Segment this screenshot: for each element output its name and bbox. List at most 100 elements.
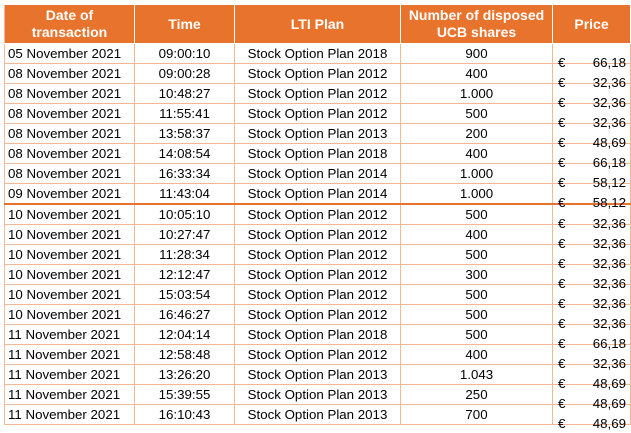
lti-plan-cell: Stock Option Plan 2012	[234, 264, 401, 285]
date-cell: 10 November 2021	[4, 304, 135, 325]
table-row: 08 November 2021 09:00:28 Stock Option Pla…	[4, 63, 631, 90]
currency-symbol: €	[558, 114, 566, 130]
date-cell: 11 November 2021	[4, 364, 135, 385]
price-cell: €32,36	[552, 264, 631, 291]
table-row: 11 November 2021 16:10:43 Stock Option Pla…	[4, 404, 631, 431]
shares-cell: 1.043	[400, 364, 553, 385]
table-row: 10 November 2021 10:05:10 Stock Option Pla…	[4, 203, 631, 231]
time-cell: 12:58:48	[134, 344, 235, 365]
currency-symbol: €	[558, 134, 566, 150]
price-cell: €32,36	[552, 203, 631, 231]
lti-plan-cell: Stock Option Plan 2012	[234, 203, 401, 225]
date-cell: 11 November 2021	[4, 384, 135, 405]
price-cell: €32,36	[552, 83, 631, 110]
lti-plan-cell: Stock Option Plan 2013	[234, 384, 401, 405]
currency-symbol: €	[558, 194, 566, 210]
currency-symbol: €	[558, 54, 566, 70]
table-row: 10 November 2021 11:28:34 Stock Option Pla…	[4, 244, 631, 271]
time-cell: 12:04:14	[134, 324, 235, 345]
currency-symbol: €	[558, 375, 566, 391]
price-cell: €32,36	[552, 63, 631, 90]
time-cell: 11:55:41	[134, 103, 235, 124]
table-header-row: Date of transaction Time LTI Plan Number…	[4, 4, 631, 44]
price-cell: €32,36	[552, 103, 631, 130]
lti-plan-cell: Stock Option Plan 2018	[234, 143, 401, 164]
time-cell: 16:46:27	[134, 304, 235, 325]
table-row: 09 November 2021 11:43:04 Stock Option Pla…	[4, 183, 631, 210]
date-cell: 10 November 2021	[4, 284, 135, 305]
lti-plan-cell: Stock Option Plan 2012	[234, 224, 401, 245]
date-cell: 10 November 2021	[4, 224, 135, 245]
time-cell: 13:26:20	[134, 364, 235, 385]
price-cell: €32,36	[552, 284, 631, 311]
date-cell: 10 November 2021	[4, 264, 135, 285]
time-cell: 09:00:28	[134, 63, 235, 84]
lti-plan-cell: Stock Option Plan 2012	[234, 244, 401, 265]
lti-plan-cell: Stock Option Plan 2018	[234, 43, 401, 64]
time-cell: 14:08:54	[134, 143, 235, 164]
header-shares: Number of disposed UCB shares	[400, 4, 553, 44]
price-cell: €58,12	[552, 163, 631, 190]
lti-plan-cell: Stock Option Plan 2012	[234, 63, 401, 84]
table-row: 11 November 2021 12:58:48 Stock Option Pla…	[4, 344, 631, 371]
shares-cell: 500	[400, 284, 553, 305]
transactions-table: Date of transaction Time LTI Plan Number…	[4, 4, 631, 431]
lti-plan-cell: Stock Option Plan 2014	[234, 163, 401, 184]
table-row: 10 November 2021 10:27:47 Stock Option Pla…	[4, 224, 631, 251]
currency-symbol: €	[558, 295, 566, 311]
shares-cell: 1.000	[400, 83, 553, 104]
shares-cell: 500	[400, 304, 553, 325]
shares-cell: 400	[400, 344, 553, 365]
price-cell: €48,69	[552, 384, 631, 411]
lti-plan-cell: Stock Option Plan 2012	[234, 103, 401, 124]
transactions-table-container: Date of transaction Time LTI Plan Number…	[4, 4, 631, 431]
time-cell: 15:03:54	[134, 284, 235, 305]
currency-symbol: €	[558, 315, 566, 331]
shares-cell: 1.000	[400, 183, 553, 205]
lti-plan-cell: Stock Option Plan 2014	[234, 183, 401, 205]
time-cell: 10:05:10	[134, 203, 235, 225]
date-cell: 08 November 2021	[4, 123, 135, 144]
price-cell: €32,36	[552, 244, 631, 271]
shares-cell: 250	[400, 384, 553, 405]
currency-symbol: €	[558, 94, 566, 110]
table-row: 11 November 2021 13:26:20 Stock Option Pla…	[4, 364, 631, 391]
lti-plan-cell: Stock Option Plan 2013	[234, 404, 401, 425]
currency-symbol: €	[558, 174, 566, 190]
table-row: 08 November 2021 16:33:34 Stock Option Pla…	[4, 163, 631, 190]
shares-cell: 900	[400, 43, 553, 64]
price-cell: €32,36	[552, 344, 631, 371]
table-row: 08 November 2021 11:55:41 Stock Option Pla…	[4, 103, 631, 130]
time-cell: 13:58:37	[134, 123, 235, 144]
lti-plan-cell: Stock Option Plan 2018	[234, 324, 401, 345]
price-cell: €32,36	[552, 224, 631, 251]
date-cell: 08 November 2021	[4, 63, 135, 84]
date-cell: 05 November 2021	[4, 43, 135, 64]
shares-cell: 500	[400, 324, 553, 345]
price-cell: €58,12	[552, 183, 631, 210]
time-cell: 11:43:04	[134, 183, 235, 205]
lti-plan-cell: Stock Option Plan 2013	[234, 123, 401, 144]
currency-symbol: €	[558, 395, 566, 411]
shares-cell: 400	[400, 63, 553, 84]
time-cell: 12:12:47	[134, 264, 235, 285]
table-row: 08 November 2021 14:08:54 Stock Option Pla…	[4, 143, 631, 170]
price-cell: €48,69	[552, 404, 631, 431]
price-cell: €66,18	[552, 143, 631, 170]
table-row: 11 November 2021 12:04:14 Stock Option Pla…	[4, 324, 631, 351]
date-cell: 11 November 2021	[4, 344, 135, 365]
time-cell: 10:27:47	[134, 224, 235, 245]
table-row: 10 November 2021 16:46:27 Stock Option Pla…	[4, 304, 631, 331]
date-cell: 08 November 2021	[4, 103, 135, 124]
currency-symbol: €	[558, 275, 566, 291]
currency-symbol: €	[558, 215, 566, 231]
price-cell: €48,69	[552, 123, 631, 150]
date-cell: 10 November 2021	[4, 244, 135, 265]
lti-plan-cell: Stock Option Plan 2012	[234, 83, 401, 104]
table-row: 05 November 2021 09:00:10 Stock Option Pla…	[4, 43, 631, 70]
price-amount: 48,69	[592, 415, 626, 431]
currency-symbol: €	[558, 235, 566, 251]
shares-cell: 300	[400, 264, 553, 285]
header-time: Time	[134, 4, 235, 44]
time-cell: 16:33:34	[134, 163, 235, 184]
